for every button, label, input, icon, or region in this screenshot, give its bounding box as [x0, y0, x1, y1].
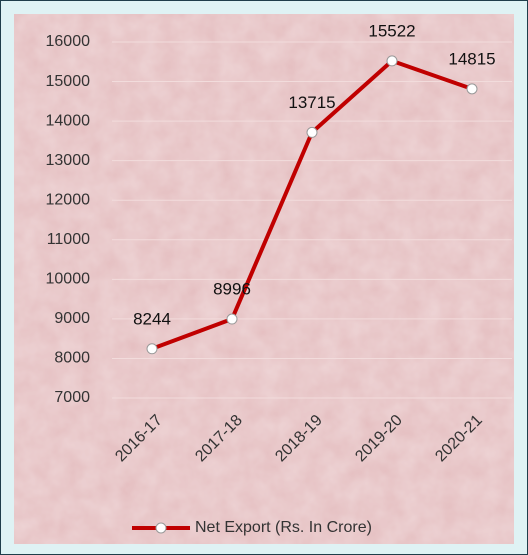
marker	[306, 126, 318, 138]
legend-marker	[155, 522, 167, 534]
y-tick-label: 10000	[46, 271, 91, 288]
y-tick-label: 14000	[46, 112, 91, 129]
marker	[226, 313, 238, 325]
marker	[466, 83, 478, 95]
marker	[146, 343, 158, 355]
data-label: 14815	[448, 49, 495, 68]
y-tick-label: 11000	[47, 231, 90, 248]
data-label: 8996	[213, 280, 251, 299]
y-tick-label: 15000	[46, 73, 91, 90]
y-tick-label: 7000	[54, 389, 90, 406]
data-label: 8244	[133, 309, 171, 328]
data-label: 13715	[288, 93, 335, 112]
y-tick-label: 12000	[46, 191, 91, 208]
y-tick-label: 9000	[54, 310, 90, 327]
data-label: 15522	[368, 21, 415, 40]
marker	[386, 55, 398, 67]
y-tick-label: 16000	[46, 33, 91, 50]
y-tick-label: 8000	[54, 350, 90, 367]
legend-label: Net Export (Rs. In Crore)	[195, 519, 372, 536]
y-tick-label: 13000	[46, 152, 91, 169]
